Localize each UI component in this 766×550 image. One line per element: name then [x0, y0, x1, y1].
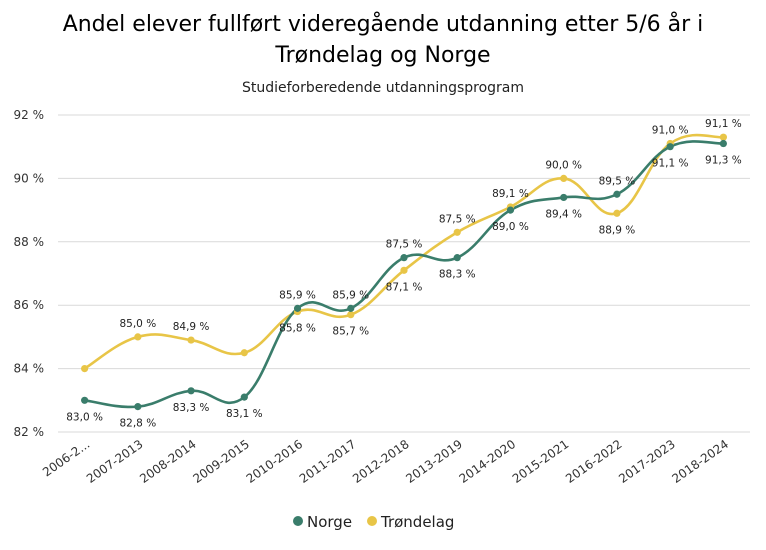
- x-tick-label: 2008-2014: [137, 437, 199, 486]
- data-label-norge: 88,3 %: [439, 269, 476, 281]
- x-tick-label: 2011-2017: [297, 437, 359, 486]
- x-tick-label: 2010-2016: [244, 437, 306, 486]
- legend-marker-trondelag: [367, 516, 377, 526]
- y-tick-label: 86 %: [14, 298, 45, 312]
- data-label-norge: 89,5 %: [599, 175, 636, 187]
- legend-label-trondelag: Trøndelag: [380, 513, 454, 531]
- data-label-norge: 83,1 %: [226, 408, 263, 420]
- x-tick-label: 2007-2013: [84, 437, 146, 486]
- data-label-trondelag: 89,1 %: [492, 188, 529, 200]
- data-point-norge: [293, 304, 302, 312]
- data-label-norge: 82,8 %: [119, 418, 156, 430]
- x-tick-label: 2015-2021: [510, 437, 572, 486]
- data-label-trondelag: 88,9 %: [599, 224, 636, 236]
- chart-title-line1: Andel elever fullført videregående utdan…: [63, 11, 704, 37]
- data-point-norge: [240, 393, 248, 401]
- x-tick-label: 2017-2023: [616, 437, 678, 486]
- data-label-trondelag: 85,0 %: [119, 318, 156, 330]
- data-label-norge: 85,9 %: [279, 289, 316, 301]
- data-label-norge: 89,4 %: [545, 208, 582, 220]
- legend: Norge Trøndelag: [293, 513, 454, 531]
- series-points: [81, 133, 727, 411]
- data-point-trondelag: [81, 365, 89, 373]
- data-label-norge: 83,3 %: [173, 402, 210, 414]
- data-label-trondelag: 91,0 %: [652, 125, 689, 137]
- data-point-norge: [613, 190, 621, 198]
- x-tick-label: 2013-2019: [403, 437, 465, 486]
- data-point-norge: [81, 396, 89, 404]
- data-label-norge: 87,5 %: [386, 239, 423, 251]
- y-tick-label: 90 %: [14, 171, 45, 185]
- data-point-trondelag: [134, 333, 142, 341]
- x-axis: 2006-2...2007-20132008-20142009-20152010…: [40, 437, 731, 486]
- data-label-norge: 91,3 %: [705, 155, 742, 167]
- data-label-norge: 91,1 %: [652, 158, 689, 170]
- y-tick-label: 88 %: [14, 235, 45, 249]
- data-label-trondelag: 91,1 %: [705, 118, 742, 130]
- data-point-trondelag: [453, 228, 461, 236]
- data-point-norge: [506, 206, 515, 214]
- data-point-norge: [187, 387, 195, 395]
- data-point-trondelag: [560, 174, 568, 182]
- data-label-trondelag: 87,1 %: [386, 281, 423, 293]
- data-label-trondelag: 84,9 %: [173, 321, 210, 333]
- data-label-trondelag: 85,8 %: [279, 323, 316, 335]
- y-tick-label: 82 %: [14, 425, 45, 439]
- chart-title-line2: Trøndelag og Norge: [274, 43, 490, 68]
- data-label-norge: 89,0 %: [492, 221, 529, 233]
- data-label-trondelag: 85,7 %: [332, 326, 369, 338]
- data-point-trondelag: [400, 266, 408, 274]
- x-tick-label: 2014-2020: [457, 437, 519, 486]
- x-tick-label: 2018-2024: [669, 437, 731, 486]
- data-point-trondelag: [240, 349, 248, 357]
- data-labels: 83,0 % 82,8 % 83,3 % 83,1 % 85,9 % 85,9 % 87,5…: [66, 118, 741, 429]
- data-label-norge: 83,0 %: [66, 411, 103, 423]
- chart-subtitle: Studieforberedende utdanningsprogram: [242, 80, 524, 96]
- data-label-trondelag: 87,5 %: [439, 213, 476, 225]
- data-point-trondelag: [613, 209, 621, 217]
- x-tick-label: 2009-2015: [190, 437, 252, 486]
- y-tick-label: 84 %: [14, 362, 45, 376]
- grid-lines: [58, 114, 750, 433]
- data-point-norge: [134, 403, 142, 411]
- data-label-trondelag: 90,0 %: [545, 159, 582, 171]
- data-point-norge: [560, 193, 568, 202]
- data-point-norge: [400, 254, 408, 262]
- data-point-norge: [719, 139, 727, 148]
- data-point-trondelag: [347, 311, 355, 319]
- legend-label-norge: Norge: [307, 513, 352, 531]
- data-point-trondelag: [719, 133, 727, 141]
- series-line-trondelag: [83, 133, 724, 370]
- legend-marker-norge: [293, 516, 303, 526]
- x-tick-label: 2012-2018: [350, 437, 412, 486]
- y-tick-label: 92 %: [14, 108, 45, 122]
- data-label-norge: 85,9 %: [332, 289, 369, 301]
- data-point-norge: [453, 254, 461, 262]
- y-axis: 82 % 84 % 86 % 88 % 90 % 92 %: [14, 108, 45, 439]
- data-point-trondelag: [187, 336, 195, 344]
- x-tick-label: 2016-2022: [563, 437, 625, 486]
- data-point-norge: [666, 143, 674, 151]
- data-point-norge: [347, 304, 355, 312]
